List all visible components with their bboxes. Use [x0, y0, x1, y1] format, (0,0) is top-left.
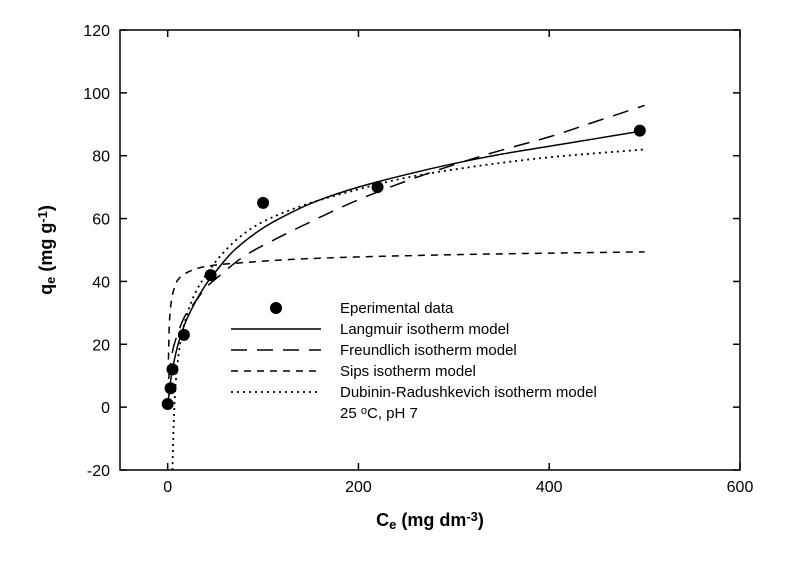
experimental-point — [634, 125, 646, 137]
legend-label: Eperimental data — [340, 300, 454, 317]
experimental-point — [162, 398, 174, 410]
experimental-point — [166, 363, 178, 375]
y-tick-label: 100 — [83, 86, 110, 103]
legend: Eperimental data Langmuir isotherm model F… — [231, 300, 597, 422]
y-tick-label: 40 — [92, 274, 110, 291]
experimental-point — [372, 181, 384, 193]
plot-frame — [120, 30, 740, 470]
legend-condition: 25 oC, pH 7 — [340, 405, 418, 422]
legend-label: Sips isotherm model — [340, 363, 476, 380]
x-tick-label: 0 — [163, 479, 172, 496]
y-axis-title: qe (mg g-1) — [35, 205, 58, 295]
legend-label: Dubinin-Radushkevich isotherm model — [340, 384, 597, 401]
legend-label: Langmuir isotherm model — [340, 321, 509, 338]
experimental-point — [178, 329, 190, 341]
experimental-point — [165, 382, 177, 394]
experimental-point — [205, 269, 217, 281]
x-tick-label: 400 — [536, 479, 563, 496]
legend-label: Freundlich isotherm model — [340, 342, 517, 359]
y-tick-label: 120 — [83, 23, 110, 40]
x-tick-label: 200 — [345, 479, 372, 496]
y-tick-label: 20 — [92, 337, 110, 354]
y-tick-label: 80 — [92, 149, 110, 166]
legend-marker-icon — [270, 302, 282, 314]
y-tick-label: 60 — [92, 212, 110, 229]
y-tick-label: -20 — [87, 463, 110, 480]
experimental-point — [257, 197, 269, 209]
y-tick-label: 0 — [101, 400, 110, 417]
x-tick-label: 600 — [727, 479, 754, 496]
chart-container: 0 200 400 600 -20 0 20 40 60 80 100 120 Ce (mg dm-3)… — [0, 0, 794, 576]
x-axis-title: Ce (mg dm-3) — [376, 509, 484, 532]
isotherm-chart: 0 200 400 600 -20 0 20 40 60 80 100 120 Ce (mg dm-3)… — [0, 0, 794, 576]
